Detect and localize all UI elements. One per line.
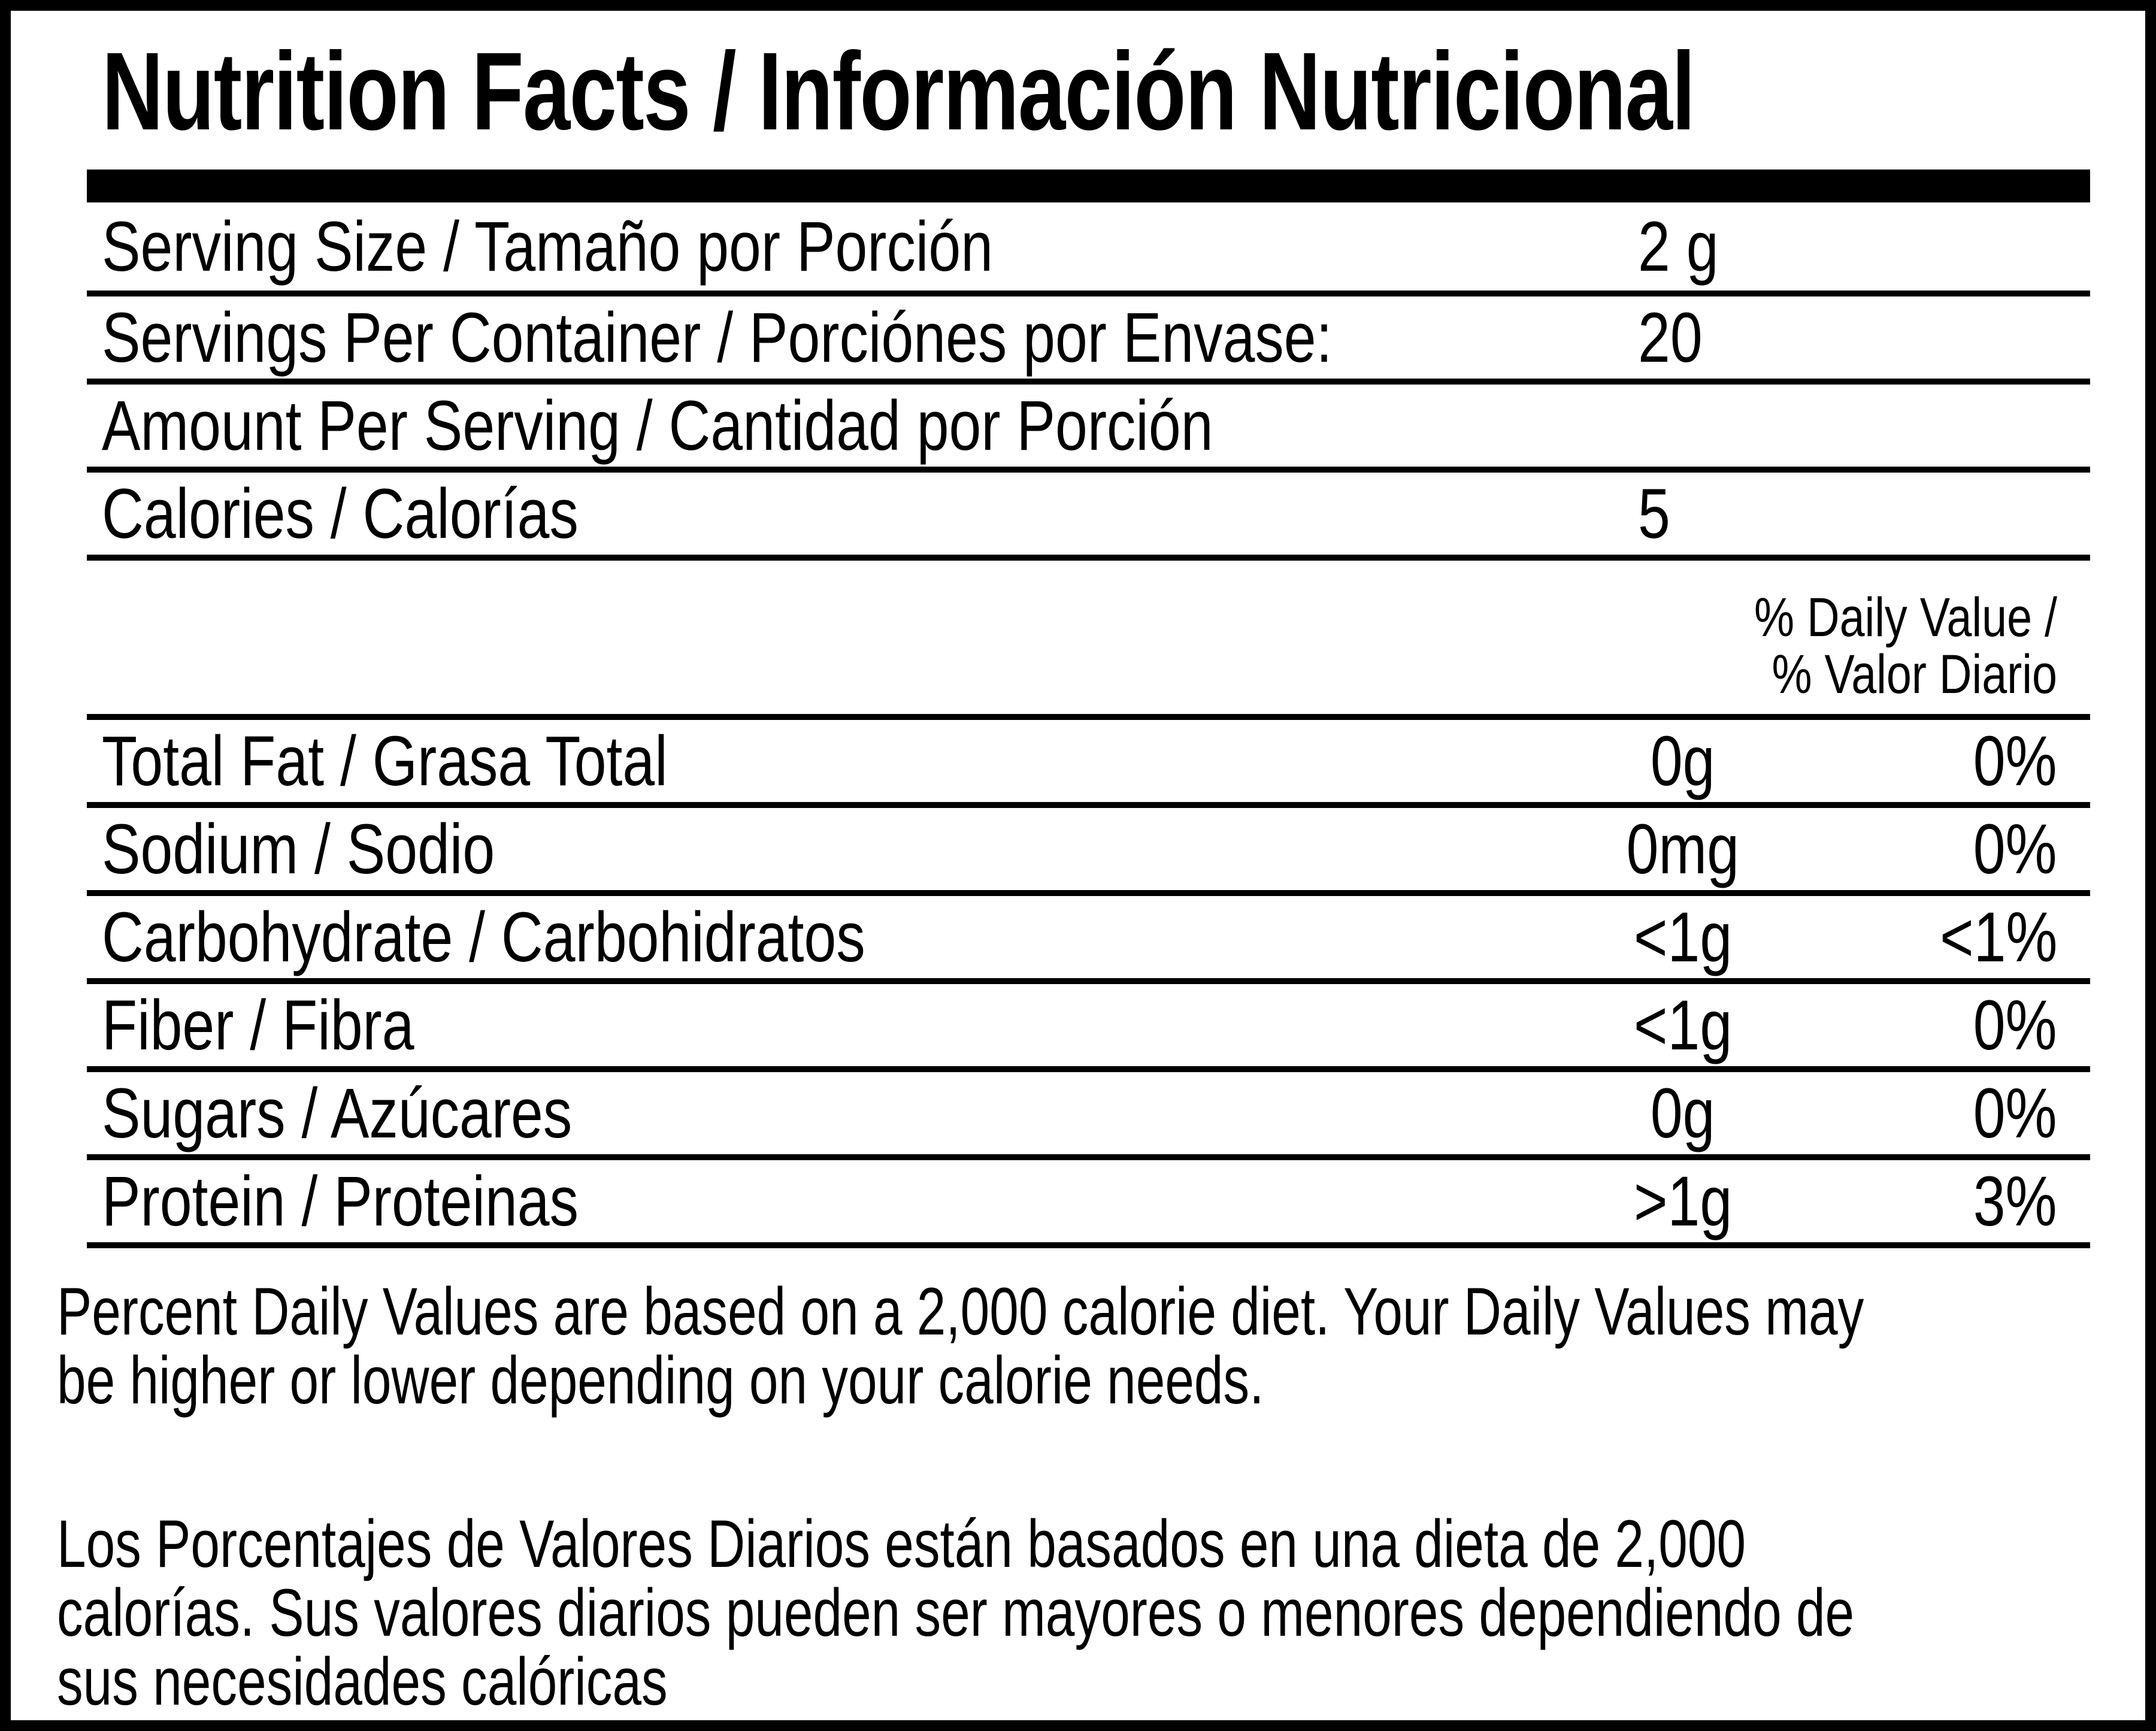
page-title-text: Nutrition Facts / Información Nutriciona… <box>102 30 1695 153</box>
facts-table: Serving Size / Tamaño por Porción 2 g Se… <box>87 202 2090 1248</box>
table-row-total-fat: Total Fat / Grasa Total 0g 0% <box>87 720 2090 808</box>
footnote-line: Los Porcentajes de Valores Diarios están… <box>57 1506 1746 1581</box>
row-label: Total Fat / Grasa Total <box>102 721 668 801</box>
table-row-serving-size: Serving Size / Tamaño por Porción 2 g <box>87 202 2090 296</box>
table-row-amount-per-serving: Amount Per Serving / Cantidad por Porció… <box>87 385 2090 473</box>
daily-value-header: % Daily Value / % Valor Diario <box>87 561 2090 720</box>
footnote-line: be higher or lower depending on your cal… <box>57 1343 1264 1418</box>
row-label: Servings Per Container / Porciónes por E… <box>102 298 1333 377</box>
row-value: 5 <box>1638 474 1670 553</box>
amount-value: <1g <box>1633 985 1733 1065</box>
footnote-spanish: Los Porcentajes de Valores Diarios están… <box>57 1506 1855 1719</box>
row-label: Amount Per Serving / Cantidad por Porció… <box>102 386 1213 465</box>
row-label: Sugars / Azúcares <box>102 1073 573 1153</box>
page-title: Nutrition Facts / Información Nutriciona… <box>102 35 2145 149</box>
footnote-line: Percent Daily Values are based on a 2,00… <box>57 1274 1864 1349</box>
amount-value: <1g <box>1633 897 1733 977</box>
footnote-line: calorías. Sus valores diarios pueden ser… <box>57 1575 1855 1650</box>
table-row-calories: Calories / Calorías 5 <box>87 473 2090 561</box>
daily-value-header-line: % Daily Value / <box>1754 587 2057 648</box>
daily-value-percent: 3% <box>1973 1161 2057 1241</box>
daily-value-header-line: % Valor Diario <box>1772 644 2057 705</box>
daily-value-percent: 0% <box>1973 1073 2057 1153</box>
table-row-servings-per-container: Servings Per Container / Porciónes por E… <box>87 296 2090 385</box>
amount-value: 0mg <box>1626 809 1740 889</box>
amount-value: 0g <box>1651 1073 1715 1153</box>
amount-value: >1g <box>1633 1161 1733 1241</box>
table-row-protein: Protein / Proteinas >1g 3% <box>87 1160 2090 1248</box>
table-row-carbohydrate: Carbohydrate / Carbohidratos <1g <1% <box>87 896 2090 984</box>
row-value: 20 <box>1638 298 1703 377</box>
table-row-sugars: Sugars / Azúcares 0g 0% <box>87 1072 2090 1160</box>
row-label: Calories / Calorías <box>102 474 579 553</box>
daily-value-percent: 0% <box>1973 721 2057 801</box>
footnote-english: Percent Daily Values are based on a 2,00… <box>57 1274 1864 1418</box>
title-divider-bar <box>87 170 2090 202</box>
row-label: Sodium / Sodio <box>102 809 495 889</box>
label-sheet: Nutrition Facts / Información Nutriciona… <box>11 11 2145 1716</box>
amount-value: 0g <box>1651 721 1715 801</box>
daily-value-percent: <1% <box>1939 897 2057 977</box>
daily-value-percent: 0% <box>1973 809 2057 889</box>
daily-value-percent: 0% <box>1973 985 2057 1065</box>
table-row-sodium: Sodium / Sodio 0mg 0% <box>87 808 2090 896</box>
table-row-fiber: Fiber / Fibra <1g 0% <box>87 984 2090 1072</box>
row-value: 2 g <box>1638 207 1719 286</box>
row-label: Serving Size / Tamaño por Porción <box>102 207 994 286</box>
row-label: Fiber / Fibra <box>102 985 414 1065</box>
footnote-line: sus necesidades calóricas <box>57 1644 668 1719</box>
row-label: Carbohydrate / Carbohidratos <box>102 897 865 977</box>
row-label: Protein / Proteinas <box>102 1161 579 1241</box>
